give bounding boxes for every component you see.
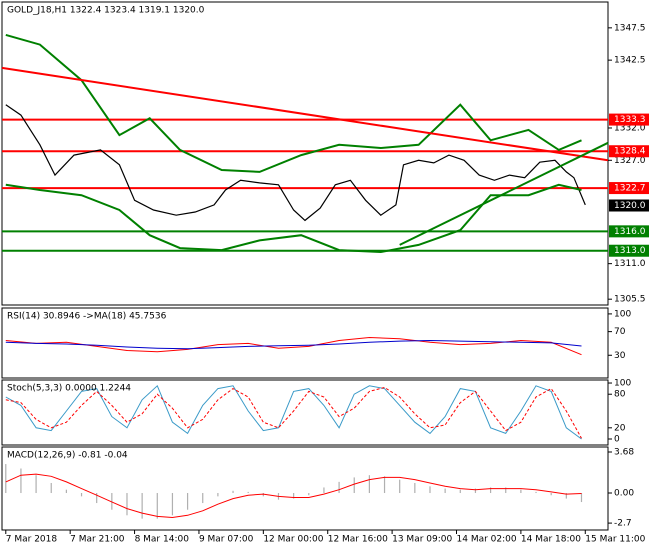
panel-frame: [1, 307, 609, 379]
histogram-bar: [414, 482, 416, 494]
series-line: [5, 104, 586, 222]
histogram-bar: [186, 493, 189, 510]
histogram-bar: [338, 481, 340, 494]
level-label: 1333.3: [614, 115, 646, 125]
panel-title: MACD(12,26,9) -0.81 -0.04: [7, 451, 128, 461]
series-line: [399, 141, 609, 246]
histogram-bar: [368, 475, 370, 494]
histogram-bar: [156, 493, 158, 519]
panel-title: RSI(14) 30.8946 ->MA(18) 45.7536: [7, 312, 167, 322]
level-label-bg: [609, 199, 649, 212]
histogram-bar: [35, 475, 37, 494]
histogram-bar: [262, 493, 264, 497]
y-tick-label: 0.00: [614, 489, 634, 499]
histogram-bar: [580, 493, 583, 503]
x-tick-label: 13 Mar 09:00: [392, 535, 452, 545]
histogram-bar: [232, 490, 234, 494]
x-tick-label: 12 Mar 00:00: [263, 535, 323, 545]
level-label: 1322.7: [614, 184, 646, 194]
series-line: [5, 339, 582, 350]
histogram-bar: [247, 491, 249, 494]
series-line: [5, 336, 582, 356]
histogram-bar: [5, 464, 7, 494]
x-tick-label: 14 Mar 18:00: [521, 535, 581, 545]
panel-title: Stoch(5,3,3) 0.0000 1.2244: [7, 384, 131, 394]
histogram-bar: [459, 489, 461, 494]
histogram-bar: [171, 493, 174, 516]
histogram-bar: [399, 479, 401, 494]
histogram-bar: [308, 493, 310, 496]
y-tick-label: 80: [614, 390, 626, 400]
histogram-bar: [444, 488, 446, 494]
level-label-bg: [609, 113, 649, 126]
x-tick-label: 8 Mar 14:00: [135, 535, 190, 545]
y-tick-label: 1332.0: [614, 123, 646, 133]
histogram-bar: [50, 482, 52, 494]
level-label-bg: [609, 225, 649, 238]
histogram-bar: [505, 487, 507, 494]
histogram-bar: [383, 476, 386, 494]
y-tick-label: 30: [614, 351, 626, 361]
histogram-bar: [520, 489, 522, 494]
y-tick-label: 100: [614, 309, 631, 319]
histogram-bar: [111, 493, 113, 510]
histogram-bar: [489, 487, 492, 494]
histogram-bar: [535, 491, 537, 494]
histogram-bar: [96, 493, 98, 504]
histogram-bar: [65, 489, 67, 494]
level-label: 1313.0: [614, 246, 646, 256]
x-tick-label: 9 Mar 07:00: [199, 535, 254, 545]
level-label: 1328.4: [614, 147, 646, 157]
histogram-bar: [550, 493, 552, 496]
x-tick-label: 12 Mar 16:00: [328, 535, 388, 545]
series-line: [5, 384, 582, 440]
series-line: [5, 386, 582, 439]
histogram-bar: [353, 477, 355, 494]
y-tick-label: 100: [614, 379, 631, 389]
histogram-bar: [429, 486, 431, 494]
level-label: 1316.0: [614, 227, 646, 237]
y-tick-label: -2.7: [614, 519, 632, 529]
histogram-bar: [565, 493, 567, 499]
histogram-bar: [202, 493, 204, 504]
y-tick-label: 1347.5: [614, 23, 646, 33]
y-tick-label: 1342.5: [614, 56, 646, 66]
level-label-bg: [609, 244, 649, 257]
histogram-bar: [293, 493, 295, 499]
histogram-bar: [20, 468, 22, 494]
histogram-bar: [126, 493, 128, 516]
histogram-bar: [323, 487, 325, 494]
level-label-bg: [609, 145, 649, 158]
histogram-bar: [217, 493, 219, 497]
series-line: [5, 33, 582, 173]
y-tick-label: 1311.0: [614, 259, 646, 269]
y-tick-label: 1305.5: [614, 295, 646, 305]
y-tick-label: 20: [614, 423, 626, 433]
y-tick-label: 3.68: [614, 448, 634, 458]
y-tick-label: 1327.0: [614, 156, 646, 166]
series-line: [1, 66, 609, 162]
level-label-bg: [609, 182, 649, 195]
level-label: 1320.0: [614, 201, 646, 211]
y-tick-label: 0: [614, 435, 620, 445]
x-tick-label: 7 Mar 2018: [6, 535, 58, 545]
y-tick-label: 70: [614, 327, 626, 337]
x-tick-label: 7 Mar 21:00: [70, 535, 125, 545]
x-tick-label: 15 Mar 11:00: [585, 535, 645, 545]
histogram-bar: [474, 488, 477, 494]
panel-frame: [1, 379, 609, 446]
histogram-bar: [80, 493, 83, 497]
x-tick-label: 14 Mar 02:00: [457, 535, 517, 545]
series-line: [5, 473, 582, 519]
panel-title: GOLD_J18,H1 1322.4 1323.4 1319.1 1320.0: [7, 6, 205, 16]
histogram-bar: [141, 493, 143, 519]
